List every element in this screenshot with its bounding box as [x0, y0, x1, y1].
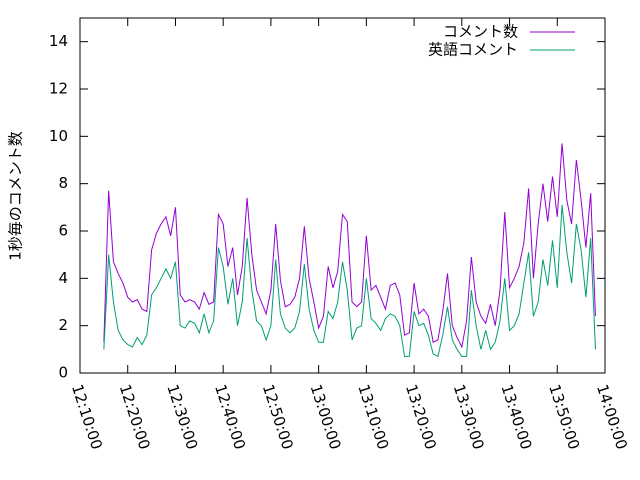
x-tick-label: 14:00:00 [593, 382, 631, 452]
x-tick-label: 12:30:00 [163, 382, 201, 452]
y-tick-label: 4 [58, 269, 68, 287]
y-tick-label: 6 [58, 222, 68, 240]
x-tick-label: 13:10:00 [354, 382, 392, 452]
x-tick-label: 13:20:00 [402, 382, 440, 452]
x-tick-label: 13:40:00 [497, 382, 535, 452]
x-tick-label: 13:30:00 [450, 382, 488, 452]
y-tick-label: 8 [58, 174, 68, 192]
y-axis-label: 1秒毎のコメント数 [7, 131, 25, 261]
y-tick-label: 10 [49, 127, 68, 145]
plot-frame [79, 17, 606, 374]
x-tick-label: 12:20:00 [116, 382, 154, 452]
y-tick-label: 0 [58, 364, 68, 382]
y-tick-label: 14 [49, 32, 68, 50]
x-tick-label: 12:50:00 [259, 382, 297, 452]
x-tick-label: 12:10:00 [68, 382, 106, 452]
x-tick-label: 13:00:00 [307, 382, 345, 452]
x-tick-label: 12:40:00 [211, 382, 249, 452]
y-tick-label: 2 [58, 316, 68, 334]
series-line [103, 143, 596, 349]
legend-label: コメント数 [443, 23, 518, 41]
x-tick-label: 13:50:00 [545, 382, 583, 452]
series-line [103, 204, 596, 358]
y-tick-label: 12 [49, 80, 68, 98]
legend-label: 英語コメント [428, 41, 518, 59]
